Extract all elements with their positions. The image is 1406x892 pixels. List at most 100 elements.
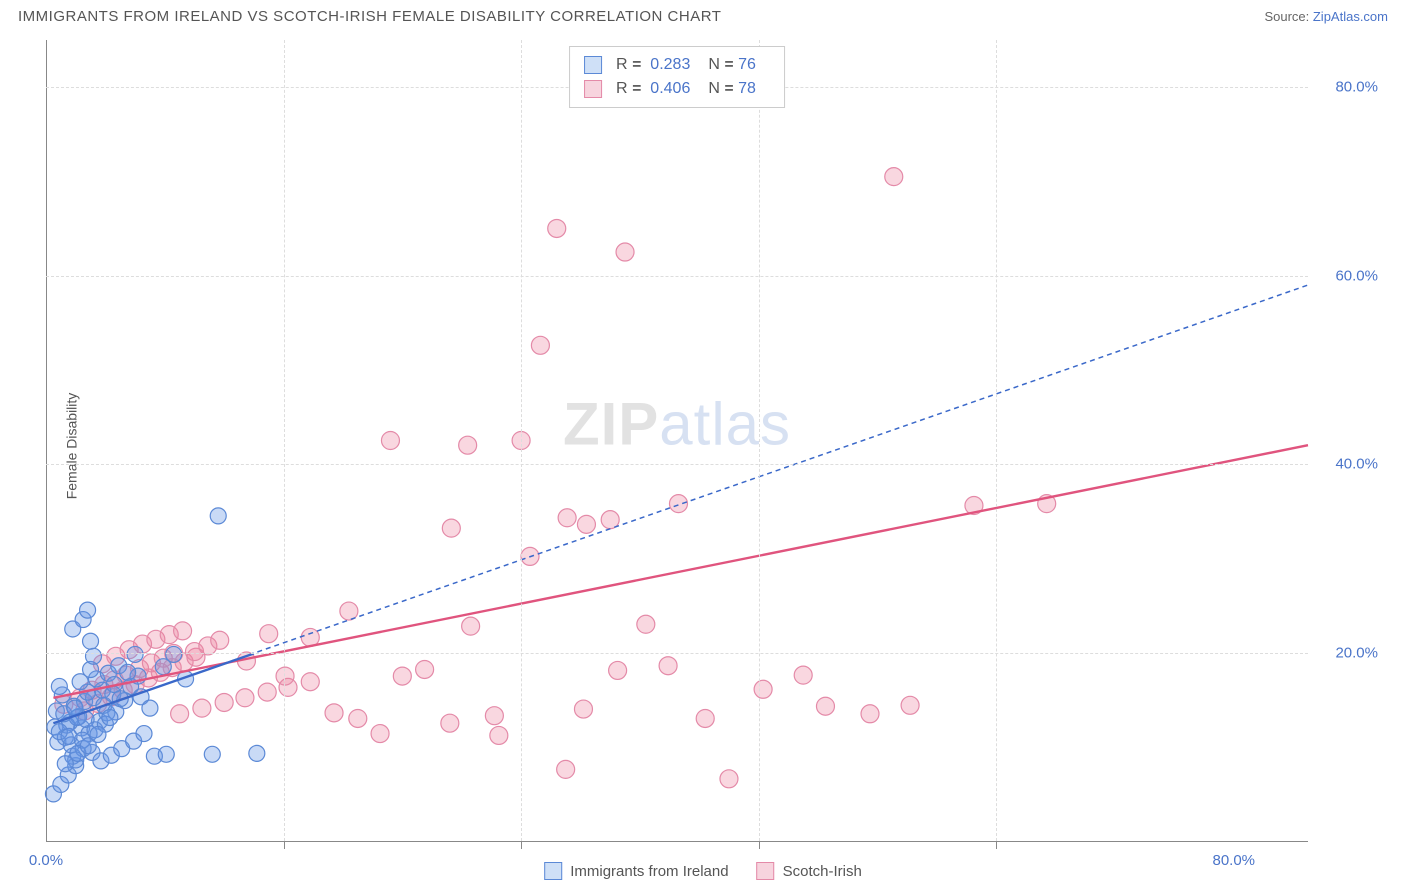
scatter-point (885, 168, 903, 186)
scatter-point (416, 660, 434, 678)
legend-label-1: Scotch-Irish (783, 863, 862, 880)
gridline-v (521, 40, 522, 841)
scatter-point (211, 631, 229, 649)
swatch-series-1 (584, 80, 602, 98)
scatter-point (442, 519, 460, 537)
scatter-point (83, 633, 99, 649)
plot-container: ZIPatlas 20.0%40.0%60.0%80.0%0.0%80.0% R… (46, 40, 1308, 842)
scatter-point (393, 667, 411, 685)
scatter-point (127, 646, 143, 662)
scatter-point (136, 726, 152, 742)
plot-svg (46, 40, 1308, 841)
x-minor-tick (759, 841, 760, 849)
scatter-point (61, 728, 77, 744)
scatter-point (462, 617, 480, 635)
gridline-h (46, 464, 1308, 465)
scatter-point (669, 495, 687, 513)
scatter-point (90, 727, 106, 743)
scatter-point (720, 770, 738, 788)
legend-swatch-1 (757, 862, 775, 880)
scatter-point (861, 705, 879, 723)
stat-r-label-1: R (616, 80, 628, 97)
y-tick-label: 20.0% (1335, 644, 1378, 661)
scatter-point (260, 625, 278, 643)
scatter-point (215, 693, 233, 711)
scatter-point (51, 678, 67, 694)
stats-box: R = 0.283N = 76 R = 0.406N = 78 (569, 46, 785, 108)
y-tick-label: 80.0% (1335, 79, 1378, 96)
x-tick-label: 80.0% (1212, 852, 1255, 869)
scatter-point (236, 689, 254, 707)
scatter-point (120, 664, 136, 680)
scatter-point (204, 746, 220, 762)
scatter-point (210, 508, 226, 524)
scatter-point (557, 760, 575, 778)
stat-n-label-1: N (708, 80, 720, 97)
gridline-v (759, 40, 760, 841)
scatter-point (258, 683, 276, 701)
scatter-point (158, 746, 174, 762)
scatter-point (901, 696, 919, 714)
scatter-point (276, 667, 294, 685)
scatter-point (57, 756, 73, 772)
gridline-v (284, 40, 285, 841)
scatter-point (441, 714, 459, 732)
stats-row-0: R = 0.283N = 76 (584, 53, 770, 77)
y-tick-label: 60.0% (1335, 267, 1378, 284)
scatter-point (531, 336, 549, 354)
scatter-point (325, 704, 343, 722)
stat-n-label-0: N (708, 56, 720, 73)
scatter-point (616, 243, 634, 261)
plot-area: ZIPatlas 20.0%40.0%60.0%80.0%0.0%80.0% (46, 40, 1308, 841)
scatter-point (659, 657, 677, 675)
source-attribution: Source: ZipAtlas.com (1264, 9, 1388, 24)
x-minor-tick (996, 841, 997, 849)
scatter-point (816, 697, 834, 715)
scatter-point (485, 707, 503, 725)
scatter-point (166, 646, 182, 662)
scatter-point (381, 432, 399, 450)
chart-header: IMMIGRANTS FROM IRELAND VS SCOTCH-IRISH … (0, 0, 1406, 31)
stats-row-1: R = 0.406N = 78 (584, 77, 770, 101)
scatter-point (371, 725, 389, 743)
scatter-point (794, 666, 812, 684)
scatter-point (80, 602, 96, 618)
source-link[interactable]: ZipAtlas.com (1313, 9, 1388, 24)
scatter-point (193, 699, 211, 717)
scatter-point (609, 661, 627, 679)
stat-r-val-1: 0.406 (650, 80, 690, 97)
legend-item-0: Immigrants from Ireland (544, 862, 728, 880)
gridline-h (46, 276, 1308, 277)
source-prefix: Source: (1264, 9, 1312, 24)
scatter-point (548, 219, 566, 237)
chart-title: IMMIGRANTS FROM IRELAND VS SCOTCH-IRISH … (18, 8, 721, 25)
scatter-point (171, 705, 189, 723)
scatter-point (174, 622, 192, 640)
scatter-point (637, 615, 655, 633)
stat-r-label-0: R (616, 56, 628, 73)
trend-line-scotch-irish (53, 445, 1308, 698)
scatter-point (577, 515, 595, 533)
scatter-point (249, 745, 265, 761)
stat-n-val-1: 78 (738, 80, 756, 97)
stat-n-val-0: 76 (738, 56, 756, 73)
scatter-point (102, 710, 118, 726)
gridline-v (996, 40, 997, 841)
x-minor-tick (284, 841, 285, 849)
bottom-legend: Immigrants from Ireland Scotch-Irish (544, 862, 862, 880)
scatter-point (490, 726, 508, 744)
scatter-point (142, 700, 158, 716)
x-minor-tick (521, 841, 522, 849)
scatter-point (86, 648, 102, 664)
scatter-point (754, 680, 772, 698)
scatter-point (558, 509, 576, 527)
stat-r-val-0: 0.283 (650, 56, 690, 73)
scatter-point (301, 673, 319, 691)
gridline-h (46, 653, 1308, 654)
x-tick-label: 0.0% (29, 852, 63, 869)
scatter-point (349, 709, 367, 727)
scatter-point (696, 709, 714, 727)
scatter-point (574, 700, 592, 718)
legend-label-0: Immigrants from Ireland (570, 863, 728, 880)
scatter-point (459, 436, 477, 454)
